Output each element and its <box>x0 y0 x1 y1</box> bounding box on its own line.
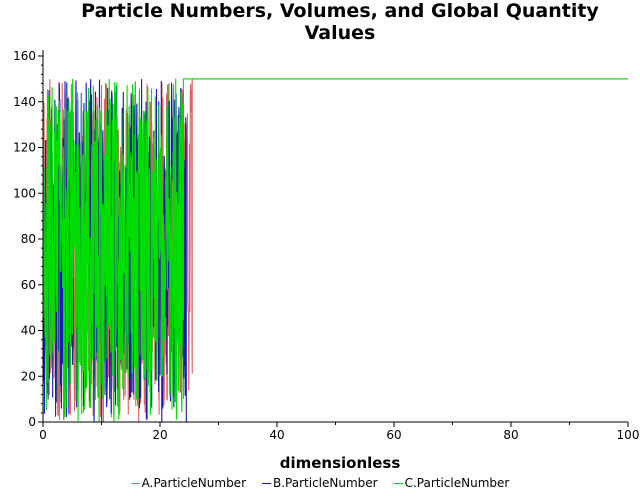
x-tick-label-0: 0 <box>39 428 47 442</box>
y-tick-label-160: 160 <box>13 49 36 63</box>
legend-label-1: A.ParticleNumber <box>141 476 246 490</box>
chart-title-line-2: Values <box>304 22 376 44</box>
chart-title-line-1: Particle Numbers, Volumes, and Global Qu… <box>81 0 599 22</box>
legend-label-3: C.ParticleNumber <box>404 476 510 490</box>
x-tick-label-60: 60 <box>386 428 401 442</box>
legend-swatch-2 <box>262 483 271 484</box>
y-tick-label-60: 60 <box>21 278 36 292</box>
x-axis-title: dimensionless <box>279 454 401 472</box>
legend-item-3: C.ParticleNumber <box>393 476 510 490</box>
legend: A.ParticleNumber B.ParticleNumber C.Partic… <box>0 476 640 490</box>
chart-title: Particle Numbers, Volumes, and Global Qu… <box>0 0 640 44</box>
legend-swatch-3 <box>393 483 403 484</box>
series-line-3 <box>43 78 628 422</box>
y-tick-label-0: 0 <box>28 415 36 429</box>
legend-swatch-1 <box>130 483 140 484</box>
x-tick-label-40: 40 <box>269 428 284 442</box>
legend-item-2: B.ParticleNumber <box>262 476 378 490</box>
y-tick-label-140: 140 <box>13 95 36 109</box>
x-tick-label-100: 100 <box>617 428 640 442</box>
legend-label-2: B.ParticleNumber <box>273 476 378 490</box>
y-tick-label-120: 120 <box>13 141 36 155</box>
series-group <box>43 78 628 422</box>
y-tick-label-20: 20 <box>21 369 36 383</box>
legend-item-1: A.ParticleNumber <box>130 476 246 490</box>
x-tick-label-20: 20 <box>152 428 167 442</box>
x-tick-label-80: 80 <box>503 428 518 442</box>
y-tick-label-40: 40 <box>21 324 36 338</box>
y-tick-label-80: 80 <box>21 232 36 246</box>
y-tick-label-100: 100 <box>13 186 36 200</box>
